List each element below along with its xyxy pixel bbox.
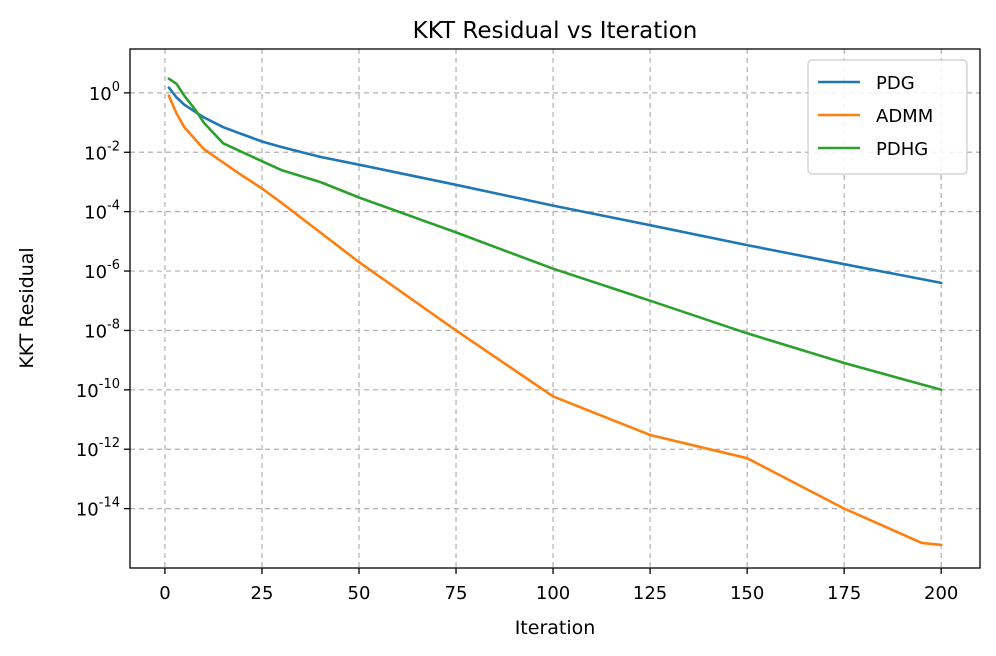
series-lines <box>167 77 943 547</box>
x-tick-label: 50 <box>348 583 371 604</box>
y-tick-label: 10-4 <box>84 199 120 224</box>
legend-box <box>807 59 968 175</box>
x-tick-label: 150 <box>730 583 764 604</box>
x-tick-label: 75 <box>445 583 468 604</box>
series-line-pdhg <box>167 77 943 392</box>
y-tick-label: 100 <box>89 80 120 105</box>
x-tick-label: 100 <box>536 583 570 604</box>
y-tick-label: 10-12 <box>76 436 120 461</box>
axis-ticks: 0 25 50 75 100 125 150 175 200 100 10-2 10-4 10-6 10-… <box>76 80 959 604</box>
x-tick-label: 200 <box>924 583 958 604</box>
x-axis-label: Iteration <box>515 617 596 639</box>
x-tick-label: 125 <box>633 583 667 604</box>
x-tick-label: 25 <box>251 583 274 604</box>
plot-frame <box>129 48 981 569</box>
y-tick-label: 10-2 <box>84 139 120 164</box>
grid <box>130 49 980 568</box>
legend-label-pdg: PDG <box>876 73 915 94</box>
x-tick-label: 175 <box>827 583 861 604</box>
y-tick-label: 10-10 <box>76 377 120 402</box>
legend: PDG ADMM PDHG <box>807 59 968 175</box>
x-tick-label: 0 <box>159 583 170 604</box>
series-line-pdg <box>167 86 943 285</box>
chart-title: KKT Residual vs Iteration <box>413 18 698 44</box>
legend-label-pdhg: PDHG <box>876 139 928 160</box>
legend-label-admm: ADMM <box>876 106 933 127</box>
series-line-admm <box>167 94 943 547</box>
y-tick-label: 10-8 <box>84 317 120 342</box>
y-axis-label: KKT Residual <box>16 247 38 368</box>
y-tick-label: 10-14 <box>76 496 120 521</box>
y-tick-label: 10-6 <box>84 258 120 283</box>
